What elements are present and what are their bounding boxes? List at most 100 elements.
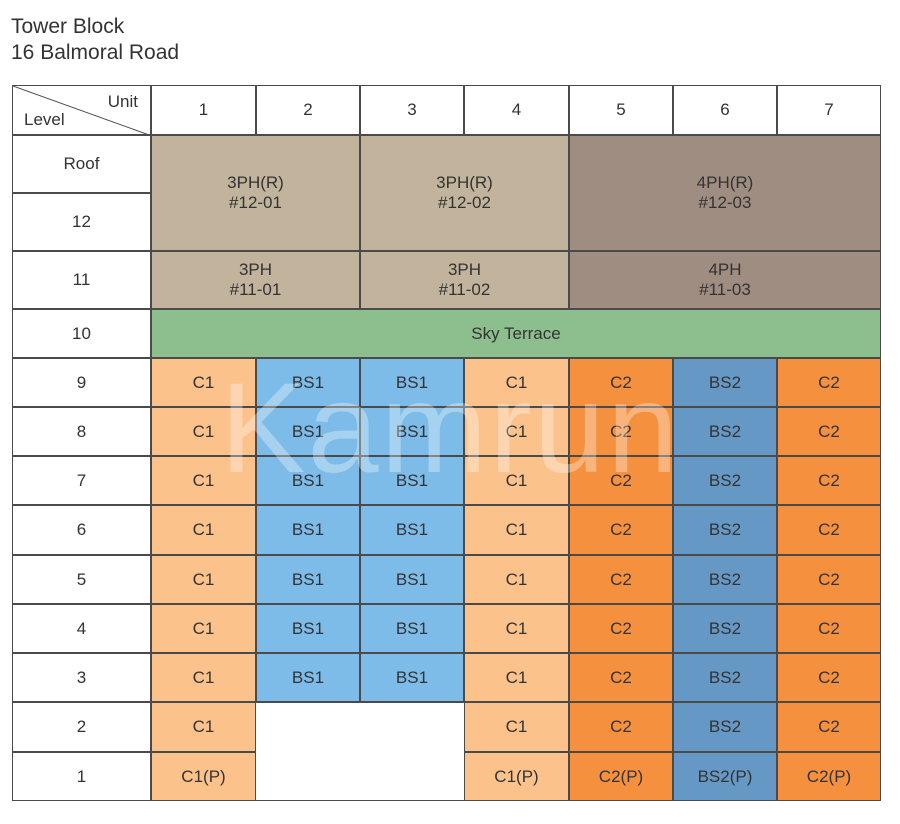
unit-cell: C1 <box>464 653 569 702</box>
unit-cell: C2 <box>569 358 673 407</box>
penthouse-type: 3PH(R) <box>436 173 493 192</box>
level-label: Level <box>24 110 65 129</box>
penthouse-type: 3PH(R) <box>227 173 284 192</box>
unit-cell: BS2 <box>673 653 777 702</box>
level-5: 5 <box>12 555 151 604</box>
unit-cell: C2 <box>569 407 673 456</box>
level-10: 10 <box>12 309 151 358</box>
unit-header-1: 1 <box>151 85 256 135</box>
header-corner: Unit Level <box>12 85 151 135</box>
unit-cell: BS2(P) <box>673 752 777 801</box>
unit-cell: BS2 <box>673 358 777 407</box>
unit-cell: C2 <box>777 407 881 456</box>
unit-cell: BS1 <box>256 604 360 653</box>
penthouse-unit-number: #11-02 <box>438 280 491 299</box>
penthouse-11-03: 4PH #11-03 <box>569 251 881 309</box>
unit-cell: BS2 <box>673 555 777 604</box>
unit-cell: C2 <box>569 653 673 702</box>
unit-header-2: 2 <box>256 85 360 135</box>
unit-cell: C2 <box>777 358 881 407</box>
unit-cell: BS1 <box>360 505 464 555</box>
unit-cell: C1 <box>151 653 256 702</box>
unit-cell: BS1 <box>256 653 360 702</box>
unit-cell: C1(P) <box>464 752 569 801</box>
penthouse-12-03: 4PH(R) #12-03 <box>569 135 881 251</box>
unit-cell: BS1 <box>256 505 360 555</box>
level-2: 2 <box>12 702 151 752</box>
penthouse-unit-number: #12-02 <box>438 193 491 212</box>
penthouse-unit-number: #12-03 <box>698 193 752 212</box>
empty-cell <box>360 752 464 801</box>
penthouse-11-02: 3PH #11-02 <box>360 251 569 309</box>
unit-cell: C1 <box>464 456 569 505</box>
unit-cell: C2 <box>569 456 673 505</box>
penthouse-type: 3PH <box>447 260 482 279</box>
title-line-1: Tower Block <box>11 15 125 38</box>
level-8: 8 <box>12 407 151 456</box>
unit-cell: C2 <box>777 555 881 604</box>
penthouse-11-01: 3PH #11-01 <box>151 251 360 309</box>
unit-header-7: 7 <box>777 85 881 135</box>
unit-cell: C1 <box>464 555 569 604</box>
unit-cell: BS2 <box>673 407 777 456</box>
unit-cell: BS1 <box>256 456 360 505</box>
unit-cell: C1 <box>464 505 569 555</box>
unit-cell: C2(P) <box>569 752 673 801</box>
unit-cell: C1 <box>464 604 569 653</box>
level-12: 12 <box>12 193 151 251</box>
unit-cell: C2 <box>569 702 673 752</box>
level-4: 4 <box>12 604 151 653</box>
unit-cell: C1(P) <box>151 752 256 801</box>
penthouse-12-01: 3PH(R) #12-01 <box>151 135 360 251</box>
unit-cell: C2(P) <box>777 752 881 801</box>
unit-cell: BS2 <box>673 604 777 653</box>
penthouse-12-02: 3PH(R) #12-02 <box>360 135 569 251</box>
level-roof: Roof <box>12 135 151 193</box>
unit-cell: C1 <box>151 702 256 752</box>
unit-cell: C2 <box>569 555 673 604</box>
level-1: 1 <box>12 752 151 801</box>
unit-label: Unit <box>107 92 138 111</box>
unit-cell: C2 <box>777 456 881 505</box>
page-title: Tower Block 16 Balmoral Road <box>11 14 179 66</box>
level-6: 6 <box>12 505 151 555</box>
unit-cell: BS1 <box>360 358 464 407</box>
unit-cell: C1 <box>464 702 569 752</box>
unit-cell: C2 <box>569 505 673 555</box>
unit-cell: C1 <box>151 456 256 505</box>
empty-cell <box>360 702 464 752</box>
unit-cell: BS1 <box>256 407 360 456</box>
unit-cell: BS2 <box>673 505 777 555</box>
unit-cell: C1 <box>151 358 256 407</box>
unit-cell: BS1 <box>360 604 464 653</box>
unit-cell: BS2 <box>673 702 777 752</box>
unit-header-5: 5 <box>569 85 673 135</box>
unit-cell: BS1 <box>360 456 464 505</box>
unit-cell: C2 <box>777 604 881 653</box>
penthouse-unit-number: #12-01 <box>229 193 282 212</box>
empty-cell <box>256 702 360 752</box>
unit-cell: C1 <box>151 407 256 456</box>
unit-header-3: 3 <box>360 85 464 135</box>
penthouse-type: 3PH <box>238 260 273 279</box>
unit-cell: C1 <box>464 407 569 456</box>
unit-cell: C2 <box>569 604 673 653</box>
unit-cell: C1 <box>151 505 256 555</box>
unit-cell: BS2 <box>673 456 777 505</box>
unit-cell: C2 <box>777 505 881 555</box>
unit-cell: BS1 <box>360 555 464 604</box>
level-3: 3 <box>12 653 151 702</box>
unit-cell: C1 <box>464 358 569 407</box>
corner-diagonal <box>13 86 148 134</box>
empty-block-outline <box>256 702 464 801</box>
unit-cell: BS1 <box>360 407 464 456</box>
penthouse-unit-number: #11-01 <box>229 280 282 299</box>
level-9: 9 <box>12 358 151 407</box>
penthouse-type: 4PH(R) <box>696 173 754 192</box>
unit-cell: BS1 <box>256 555 360 604</box>
unit-cell: C1 <box>151 555 256 604</box>
level-7: 7 <box>12 456 151 505</box>
unit-cell: C2 <box>777 653 881 702</box>
empty-cell <box>256 752 360 801</box>
